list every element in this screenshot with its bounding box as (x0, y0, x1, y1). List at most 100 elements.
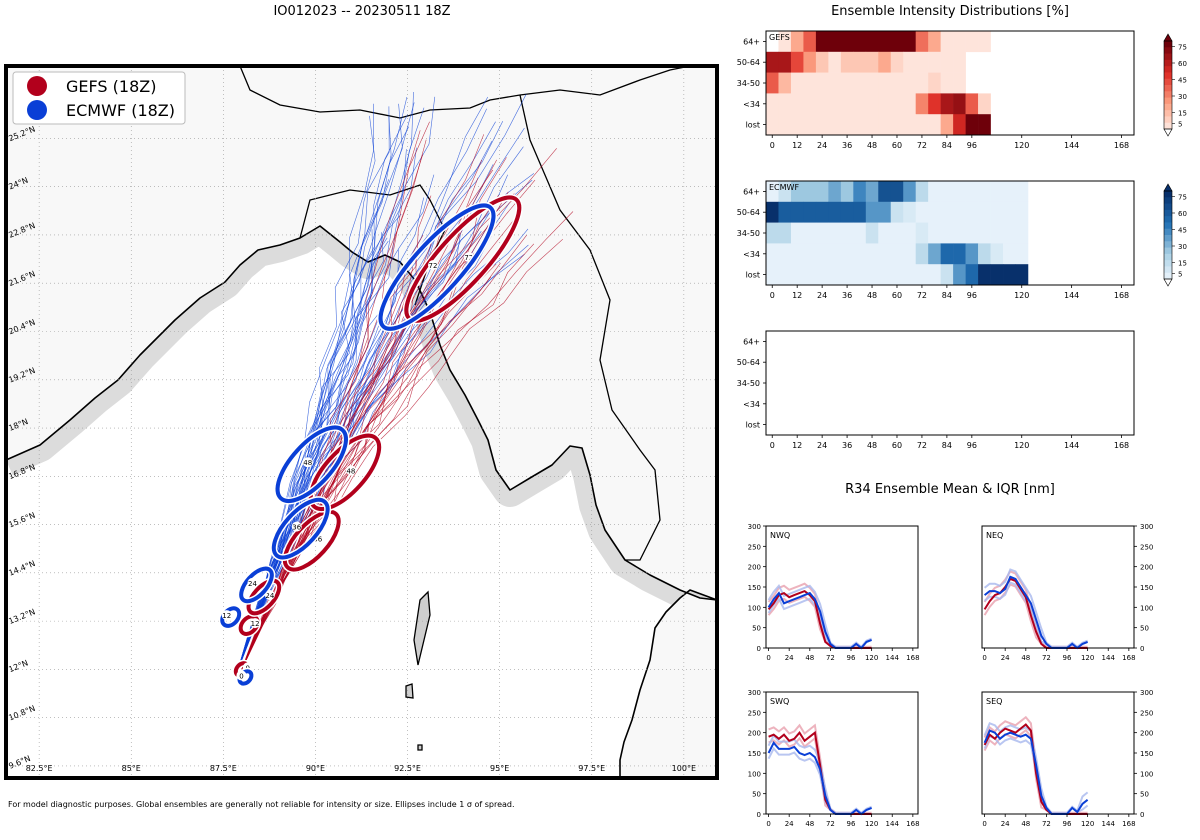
heatmap-cell (828, 31, 842, 53)
ecmwf-ellipse (237, 565, 276, 605)
colorbar-extend-top (1163, 33, 1173, 42)
heatmap-cell (1003, 243, 1016, 265)
x-tick-label: 24 (817, 141, 827, 150)
heatmap-cell (1003, 201, 1016, 223)
gridlines (6, 66, 717, 778)
heatmap-cell (965, 114, 979, 136)
x-tick-label: 60 (892, 141, 902, 150)
heatmap-cell (840, 114, 854, 136)
ecmwf-hour-label: 24 (248, 580, 257, 588)
heatmap-cell (890, 93, 904, 115)
heatmap-cell (953, 93, 966, 115)
gefs-hour-badge (345, 465, 356, 476)
heatmap-cell (940, 264, 954, 286)
heatmap-cell (790, 264, 804, 286)
colorbar-extend-bottom (1163, 128, 1173, 137)
heatmap-cell (803, 201, 817, 223)
heatmap-cell (815, 222, 829, 244)
x-tick-label: 84 (942, 291, 952, 300)
colorbar-segment (1164, 272, 1172, 280)
heatmap-cell (840, 93, 854, 115)
colorbar-tick-label: 60 (1178, 60, 1187, 68)
colorbar-segment (1164, 97, 1172, 105)
x-tick-label: 72 (917, 141, 927, 150)
ecmwf-legend-marker (27, 100, 47, 120)
y-tick-label: 100 (748, 604, 761, 612)
heatmap-cell (890, 181, 904, 203)
r34-title: R34 Ensemble Mean & IQR [nm] (845, 482, 1055, 497)
heatmap-cell (1015, 264, 1029, 286)
heatmap-cell (940, 51, 954, 73)
heatmap-cell (903, 72, 916, 94)
heatmap-cell (790, 114, 804, 136)
heatmap-cell (865, 201, 879, 223)
x-tick-label: 120 (1014, 291, 1029, 300)
heatmap-cell (766, 243, 779, 265)
x-tick-label: 144 (1064, 291, 1079, 300)
colorbar-segment (1164, 116, 1172, 124)
heatmap-cell (978, 222, 991, 244)
gefs-hour-label: 72 (464, 254, 473, 262)
colorbar-segment (1164, 72, 1172, 80)
gefs-hour-label: 48 (346, 467, 355, 475)
ecmwf-hour-badge (247, 577, 258, 588)
ecmwf-mean-line (983, 729, 1089, 815)
ecmwf-mean-line (983, 575, 1088, 650)
x-tick-label: 72 (826, 654, 835, 662)
y-tick-label: 300 (748, 523, 761, 531)
heatmap-cell (965, 93, 979, 115)
heatmap-cell (828, 201, 842, 223)
heatmap-cell (865, 264, 879, 286)
x-tick-label: 36 (842, 441, 852, 450)
x-tick-label: 60 (892, 441, 902, 450)
heatmap-cell (840, 222, 854, 244)
heatmap-cell (778, 93, 792, 115)
colorbar-segment (1164, 122, 1172, 130)
heatmap-cell (853, 114, 867, 136)
heatmap-cell (903, 93, 916, 115)
x-tick-label: 0 (982, 820, 986, 828)
colorbar-segment (1164, 209, 1172, 217)
heatmap-cell (828, 114, 842, 136)
heatmap-cell (840, 72, 854, 94)
heatmap-cell (865, 114, 879, 136)
x-tick-label: 48 (1021, 820, 1030, 828)
y-tick-label: 50 (752, 625, 761, 633)
colorbar-segment (1164, 103, 1172, 111)
row-label: lost (746, 421, 760, 430)
heatmap-cell (828, 72, 842, 94)
heatmap-cell (853, 243, 867, 265)
y-tick-label: 200 (748, 730, 761, 738)
heatmap-cell (853, 181, 867, 203)
heatmap-cell (990, 264, 1004, 286)
ecmwf-ellipse-ring (275, 425, 348, 503)
colorbar-tick-label: 45 (1178, 227, 1187, 235)
ecmwf-hour-label: 12 (222, 612, 231, 620)
colorbar-segment (1164, 222, 1172, 230)
y-tick-label: 250 (748, 543, 761, 551)
heatmap-cell (953, 243, 966, 265)
heatmap-cell (803, 31, 817, 53)
row-label: 34-50 (737, 79, 760, 88)
y-tick-label: 0 (757, 811, 761, 819)
y-tick-label: 250 (1140, 543, 1153, 551)
heatmap-cell (978, 114, 991, 136)
row-label: 50-64 (737, 358, 760, 367)
gefs-hour-label: 12 (251, 620, 260, 628)
x-tick-label: 144 (1064, 141, 1079, 150)
heatmap-cell (766, 51, 779, 73)
heatmap-cell (815, 72, 829, 94)
heatmap-cell (790, 222, 804, 244)
heatmap-cell (815, 31, 829, 53)
heatmap-cell (790, 93, 804, 115)
colorbar-tick-label: 15 (1178, 110, 1187, 118)
ecmwf-hour-label: 48 (303, 459, 312, 467)
x-tick-label: 168 (1114, 441, 1129, 450)
colorbar-segment (1164, 216, 1172, 223)
ecmwf-hour-badge (236, 670, 247, 681)
x-tick-label: 72 (826, 820, 835, 828)
y-tick-label: 200 (1140, 564, 1153, 572)
x-tick-label: 120 (865, 820, 878, 828)
heatmap-cell (953, 51, 966, 73)
x-tick-label: 168 (906, 820, 919, 828)
